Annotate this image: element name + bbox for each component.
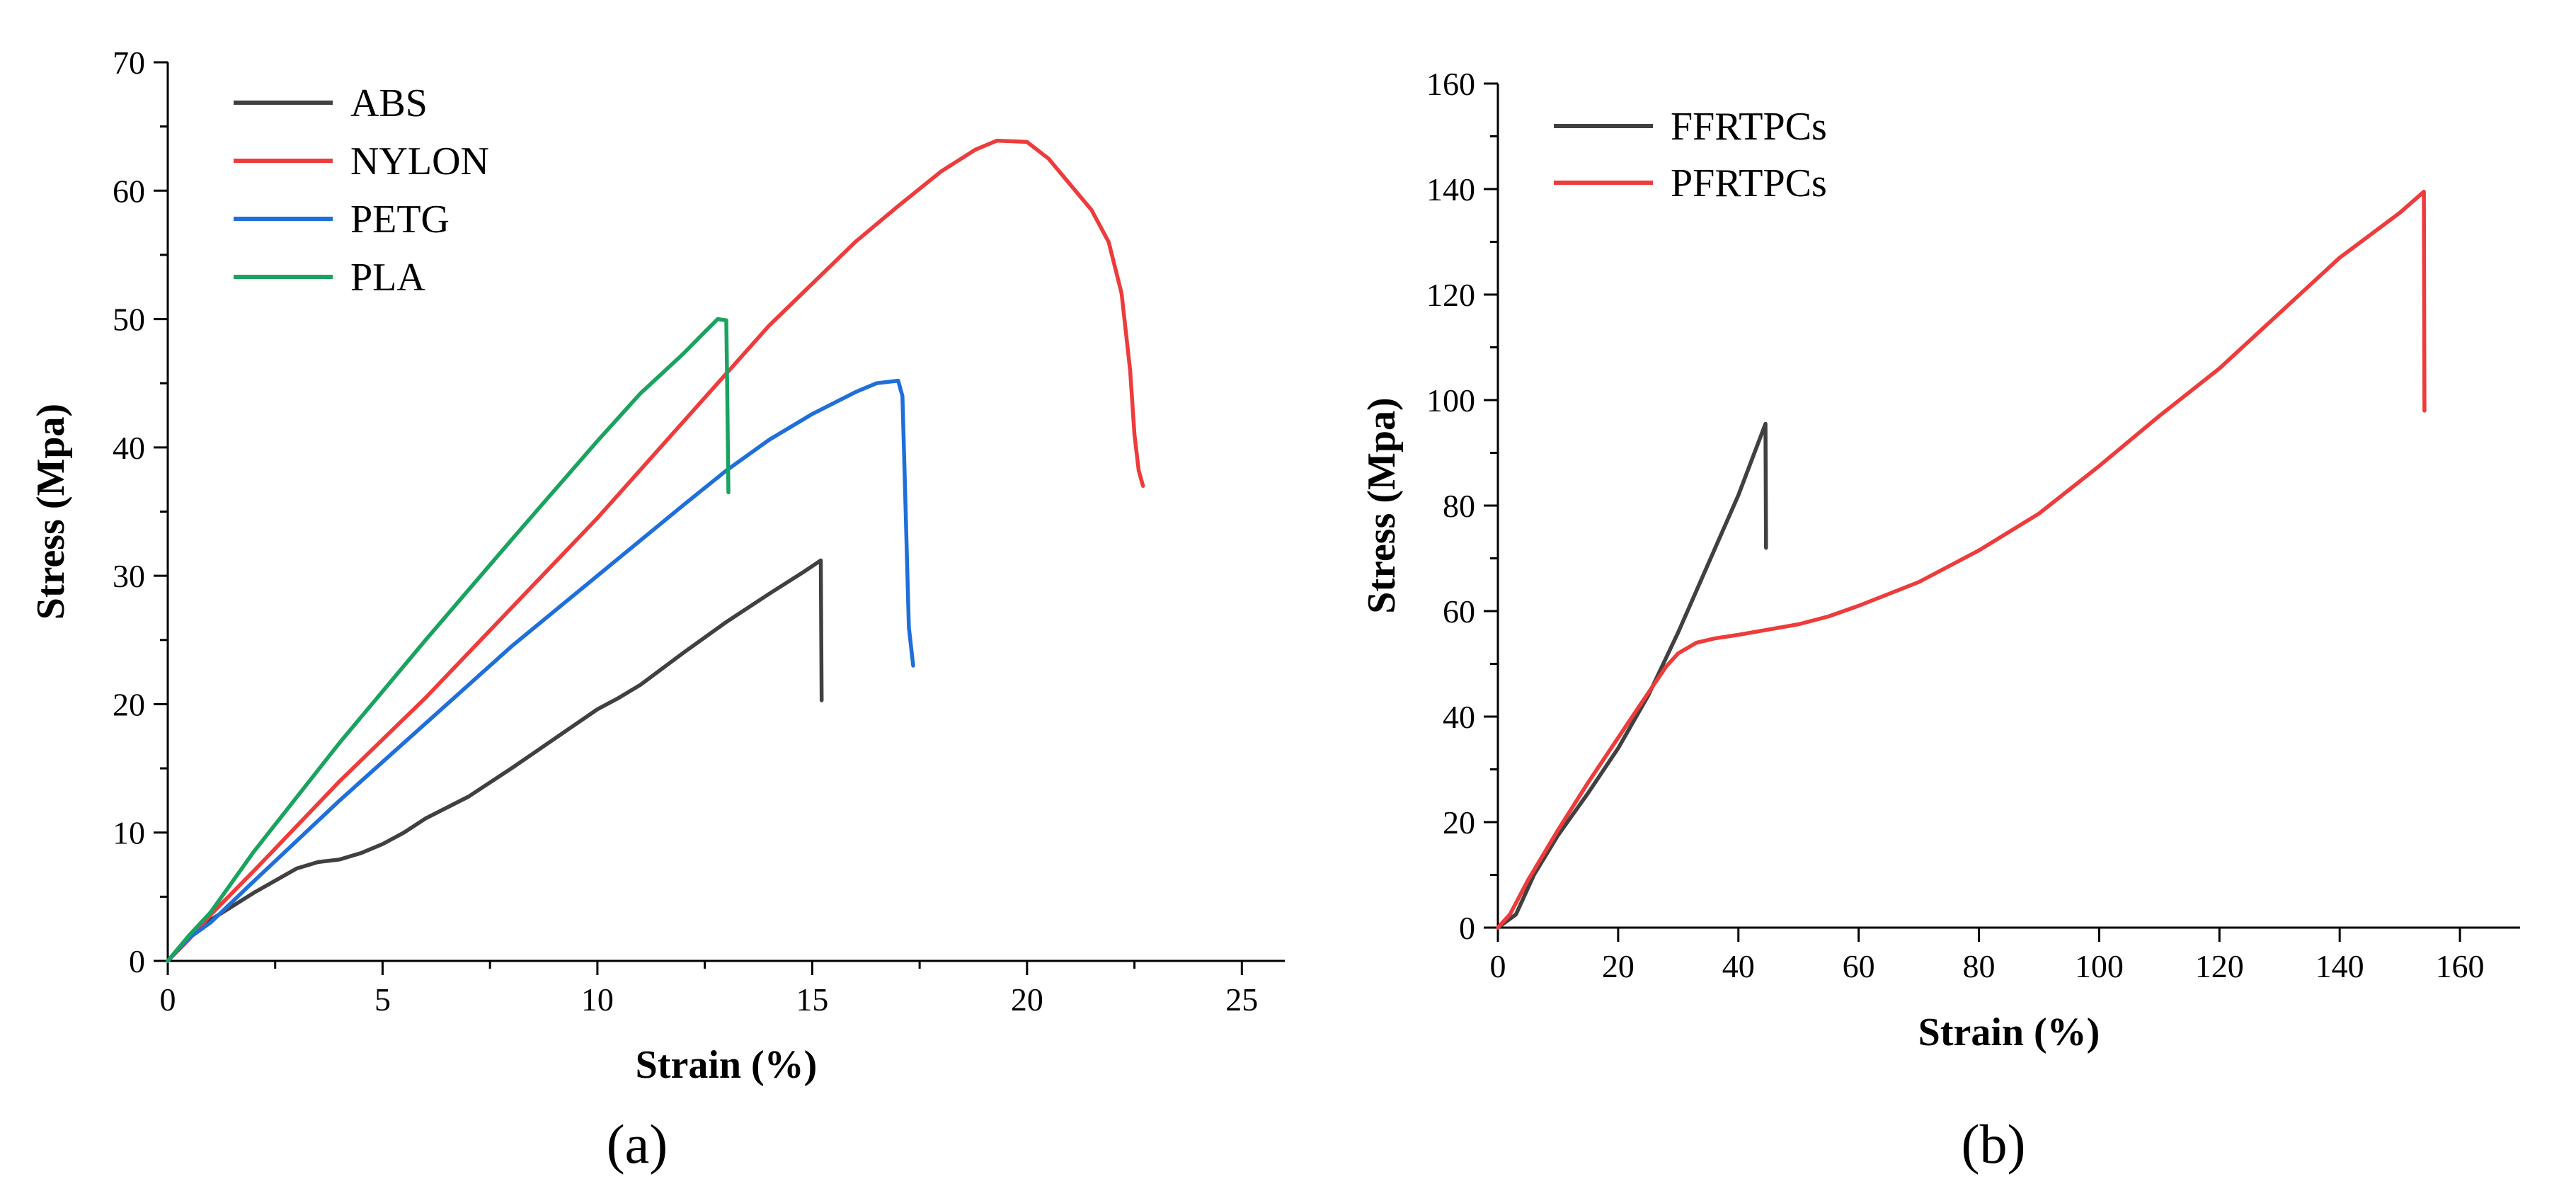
series-line-ffrtpcs (1496, 421, 1768, 930)
y-tick-label: 40 (1443, 699, 1475, 735)
panel-label: (a) (607, 1113, 668, 1175)
x-tick-label: 10 (581, 981, 614, 1018)
series-line-pla (166, 317, 731, 963)
x-tick-label: 80 (1963, 948, 1996, 984)
x-tick-label: 20 (1602, 948, 1635, 984)
x-tick-label: 100 (2075, 948, 2124, 984)
y-tick-label: 160 (1426, 66, 1475, 102)
x-tick-label: 25 (1225, 981, 1258, 1018)
x-tick-label: 15 (796, 981, 828, 1018)
x-tick-label: 0 (1490, 948, 1506, 984)
legend: ABS NYLON PETG PLA (234, 81, 489, 300)
x-tick-label: 120 (2195, 948, 2244, 984)
y-tick-label: 0 (129, 943, 145, 979)
x-tick-label: 160 (2436, 948, 2485, 984)
y-tick-label: 60 (1443, 593, 1475, 630)
legend-label-pla: PLA (350, 256, 425, 300)
x-tick-label: 40 (1722, 948, 1755, 984)
series-line-petg (166, 378, 915, 963)
y-tick-label: 0 (1459, 910, 1475, 946)
x-tick-label: 60 (1843, 948, 1875, 984)
legend-label-nylon: NYLON (350, 139, 489, 183)
chart-a: 0 5 10 15 20 25 0 10 20 30 40 50 60 70 Strain (%) Stres… (29, 45, 1285, 1175)
legend-label-petg: PETG (350, 198, 450, 241)
series-line-pfrtpcs (1496, 189, 2427, 930)
y-tick-label: 40 (113, 430, 145, 466)
series-line-nylon (166, 138, 1145, 963)
y-tick-label: 70 (113, 45, 145, 81)
y-tick-label: 140 (1426, 171, 1475, 207)
y-axis-title: Stress (Mpa) (1360, 397, 1404, 613)
legend-label-abs: ABS (350, 81, 428, 125)
y-axis-title: Stress (Mpa) (29, 404, 73, 620)
y-tick-label: 60 (113, 173, 145, 209)
y-tick-label: 10 (113, 815, 145, 851)
x-axis-title: Strain (%) (636, 1043, 818, 1087)
x-tick-label: 140 (2315, 948, 2364, 984)
legend: FFRTPCs PFRTPCs (1554, 105, 1827, 205)
y-tick-label: 20 (113, 686, 145, 722)
y-tick-label: 80 (1443, 488, 1475, 524)
chart-b: 0 20 40 60 80 100 120 140 160 0 20 40 60 80 100 120 140 1… (1360, 66, 2520, 1175)
x-tick-label: 0 (160, 981, 176, 1018)
y-tick-label: 120 (1426, 277, 1475, 313)
y-tick-label: 20 (1443, 804, 1475, 841)
y-tick-label: 30 (113, 558, 145, 594)
panel-label: (b) (1962, 1113, 2026, 1175)
x-axis-title: Strain (%) (1918, 1010, 2100, 1054)
legend-label-ffrtpcs: FFRTPCs (1671, 105, 1827, 149)
legend-label-pfrtpcs: PFRTPCs (1671, 161, 1827, 205)
y-tick-label: 100 (1426, 382, 1475, 418)
x-tick-label: 20 (1011, 981, 1043, 1018)
series-line-abs (166, 558, 824, 963)
y-tick-label: 50 (113, 302, 145, 338)
x-tick-label: 5 (374, 981, 391, 1018)
